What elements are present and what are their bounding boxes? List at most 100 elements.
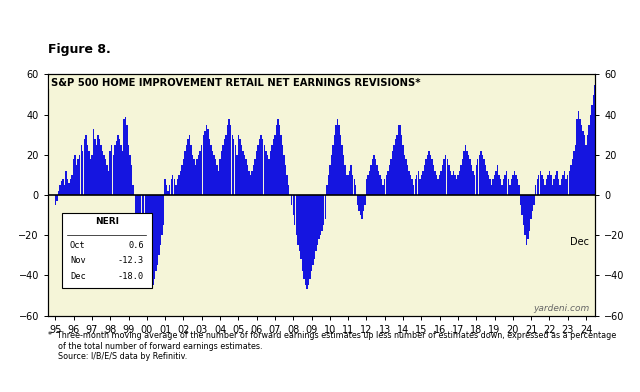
Bar — [580, 125, 582, 195]
Bar — [380, 175, 381, 195]
Bar — [351, 165, 352, 195]
Bar — [524, 195, 526, 235]
Bar — [182, 159, 184, 195]
Text: -18.0: -18.0 — [118, 272, 144, 281]
Bar — [625, 195, 627, 255]
Bar — [324, 195, 326, 219]
Bar — [169, 185, 170, 195]
Bar — [527, 195, 529, 239]
Bar — [306, 195, 308, 289]
Bar — [156, 195, 157, 271]
Bar — [361, 195, 363, 219]
Bar — [102, 151, 103, 195]
Bar — [152, 195, 154, 285]
Bar — [172, 175, 173, 195]
Bar — [274, 135, 276, 195]
Bar — [149, 195, 150, 271]
Bar — [56, 195, 58, 201]
Bar — [210, 145, 212, 195]
Bar — [563, 175, 564, 195]
Bar — [105, 159, 106, 195]
Bar — [546, 179, 547, 195]
Bar — [259, 139, 260, 195]
Bar — [575, 145, 576, 195]
Bar — [252, 171, 253, 195]
Bar — [70, 179, 71, 195]
Bar — [586, 145, 587, 195]
Bar — [292, 195, 294, 215]
Bar — [233, 139, 234, 195]
Bar — [523, 195, 524, 225]
Bar — [518, 185, 520, 195]
Bar — [207, 129, 209, 195]
Bar — [468, 155, 469, 195]
Bar — [472, 171, 474, 195]
Bar — [323, 195, 324, 225]
Bar — [435, 171, 436, 195]
Bar — [428, 151, 429, 195]
Text: 0.6: 0.6 — [128, 241, 144, 250]
Bar — [567, 175, 568, 195]
Bar — [309, 195, 311, 279]
Bar — [242, 151, 244, 195]
Bar — [237, 135, 239, 195]
Bar — [114, 145, 116, 195]
Bar — [385, 175, 387, 195]
Bar — [548, 171, 550, 195]
Bar — [108, 171, 109, 195]
Bar — [630, 195, 631, 239]
Bar — [94, 139, 96, 195]
Bar — [124, 119, 125, 195]
Bar — [79, 155, 81, 195]
Bar — [335, 125, 337, 195]
Bar — [555, 175, 556, 195]
Bar — [138, 195, 140, 255]
Bar — [129, 155, 131, 195]
Bar — [561, 179, 563, 195]
Bar — [303, 195, 305, 279]
Bar — [164, 179, 166, 195]
Bar — [326, 185, 328, 195]
Bar — [81, 145, 82, 195]
Bar — [145, 195, 146, 271]
Bar — [570, 165, 572, 195]
Bar — [168, 191, 169, 195]
Bar — [363, 195, 364, 211]
Bar — [425, 159, 427, 195]
Bar — [62, 179, 63, 195]
Bar — [224, 139, 225, 195]
Bar — [161, 195, 163, 235]
Bar — [192, 155, 193, 195]
Bar — [622, 195, 623, 245]
Bar — [160, 195, 161, 245]
Bar — [198, 155, 200, 195]
Bar — [604, 131, 605, 195]
Bar — [173, 179, 175, 195]
Bar — [430, 155, 431, 195]
Bar — [375, 159, 376, 195]
Bar — [403, 145, 404, 195]
Bar — [614, 195, 616, 199]
Bar — [88, 151, 90, 195]
Bar — [452, 171, 454, 195]
Bar — [76, 165, 77, 195]
Bar — [58, 191, 59, 195]
Bar — [433, 165, 435, 195]
Bar — [424, 165, 425, 195]
Bar — [111, 145, 113, 195]
Bar — [521, 195, 523, 215]
Bar — [312, 195, 314, 265]
Bar — [459, 171, 460, 195]
Bar — [349, 171, 350, 195]
Bar — [607, 151, 608, 195]
Bar — [462, 159, 463, 195]
Bar — [590, 114, 591, 195]
Bar — [268, 159, 269, 195]
Bar — [535, 185, 536, 195]
Bar — [244, 155, 245, 195]
Bar — [442, 165, 444, 195]
Bar — [407, 165, 408, 195]
Bar — [595, 85, 596, 195]
Bar — [566, 179, 567, 195]
Bar — [532, 195, 533, 211]
